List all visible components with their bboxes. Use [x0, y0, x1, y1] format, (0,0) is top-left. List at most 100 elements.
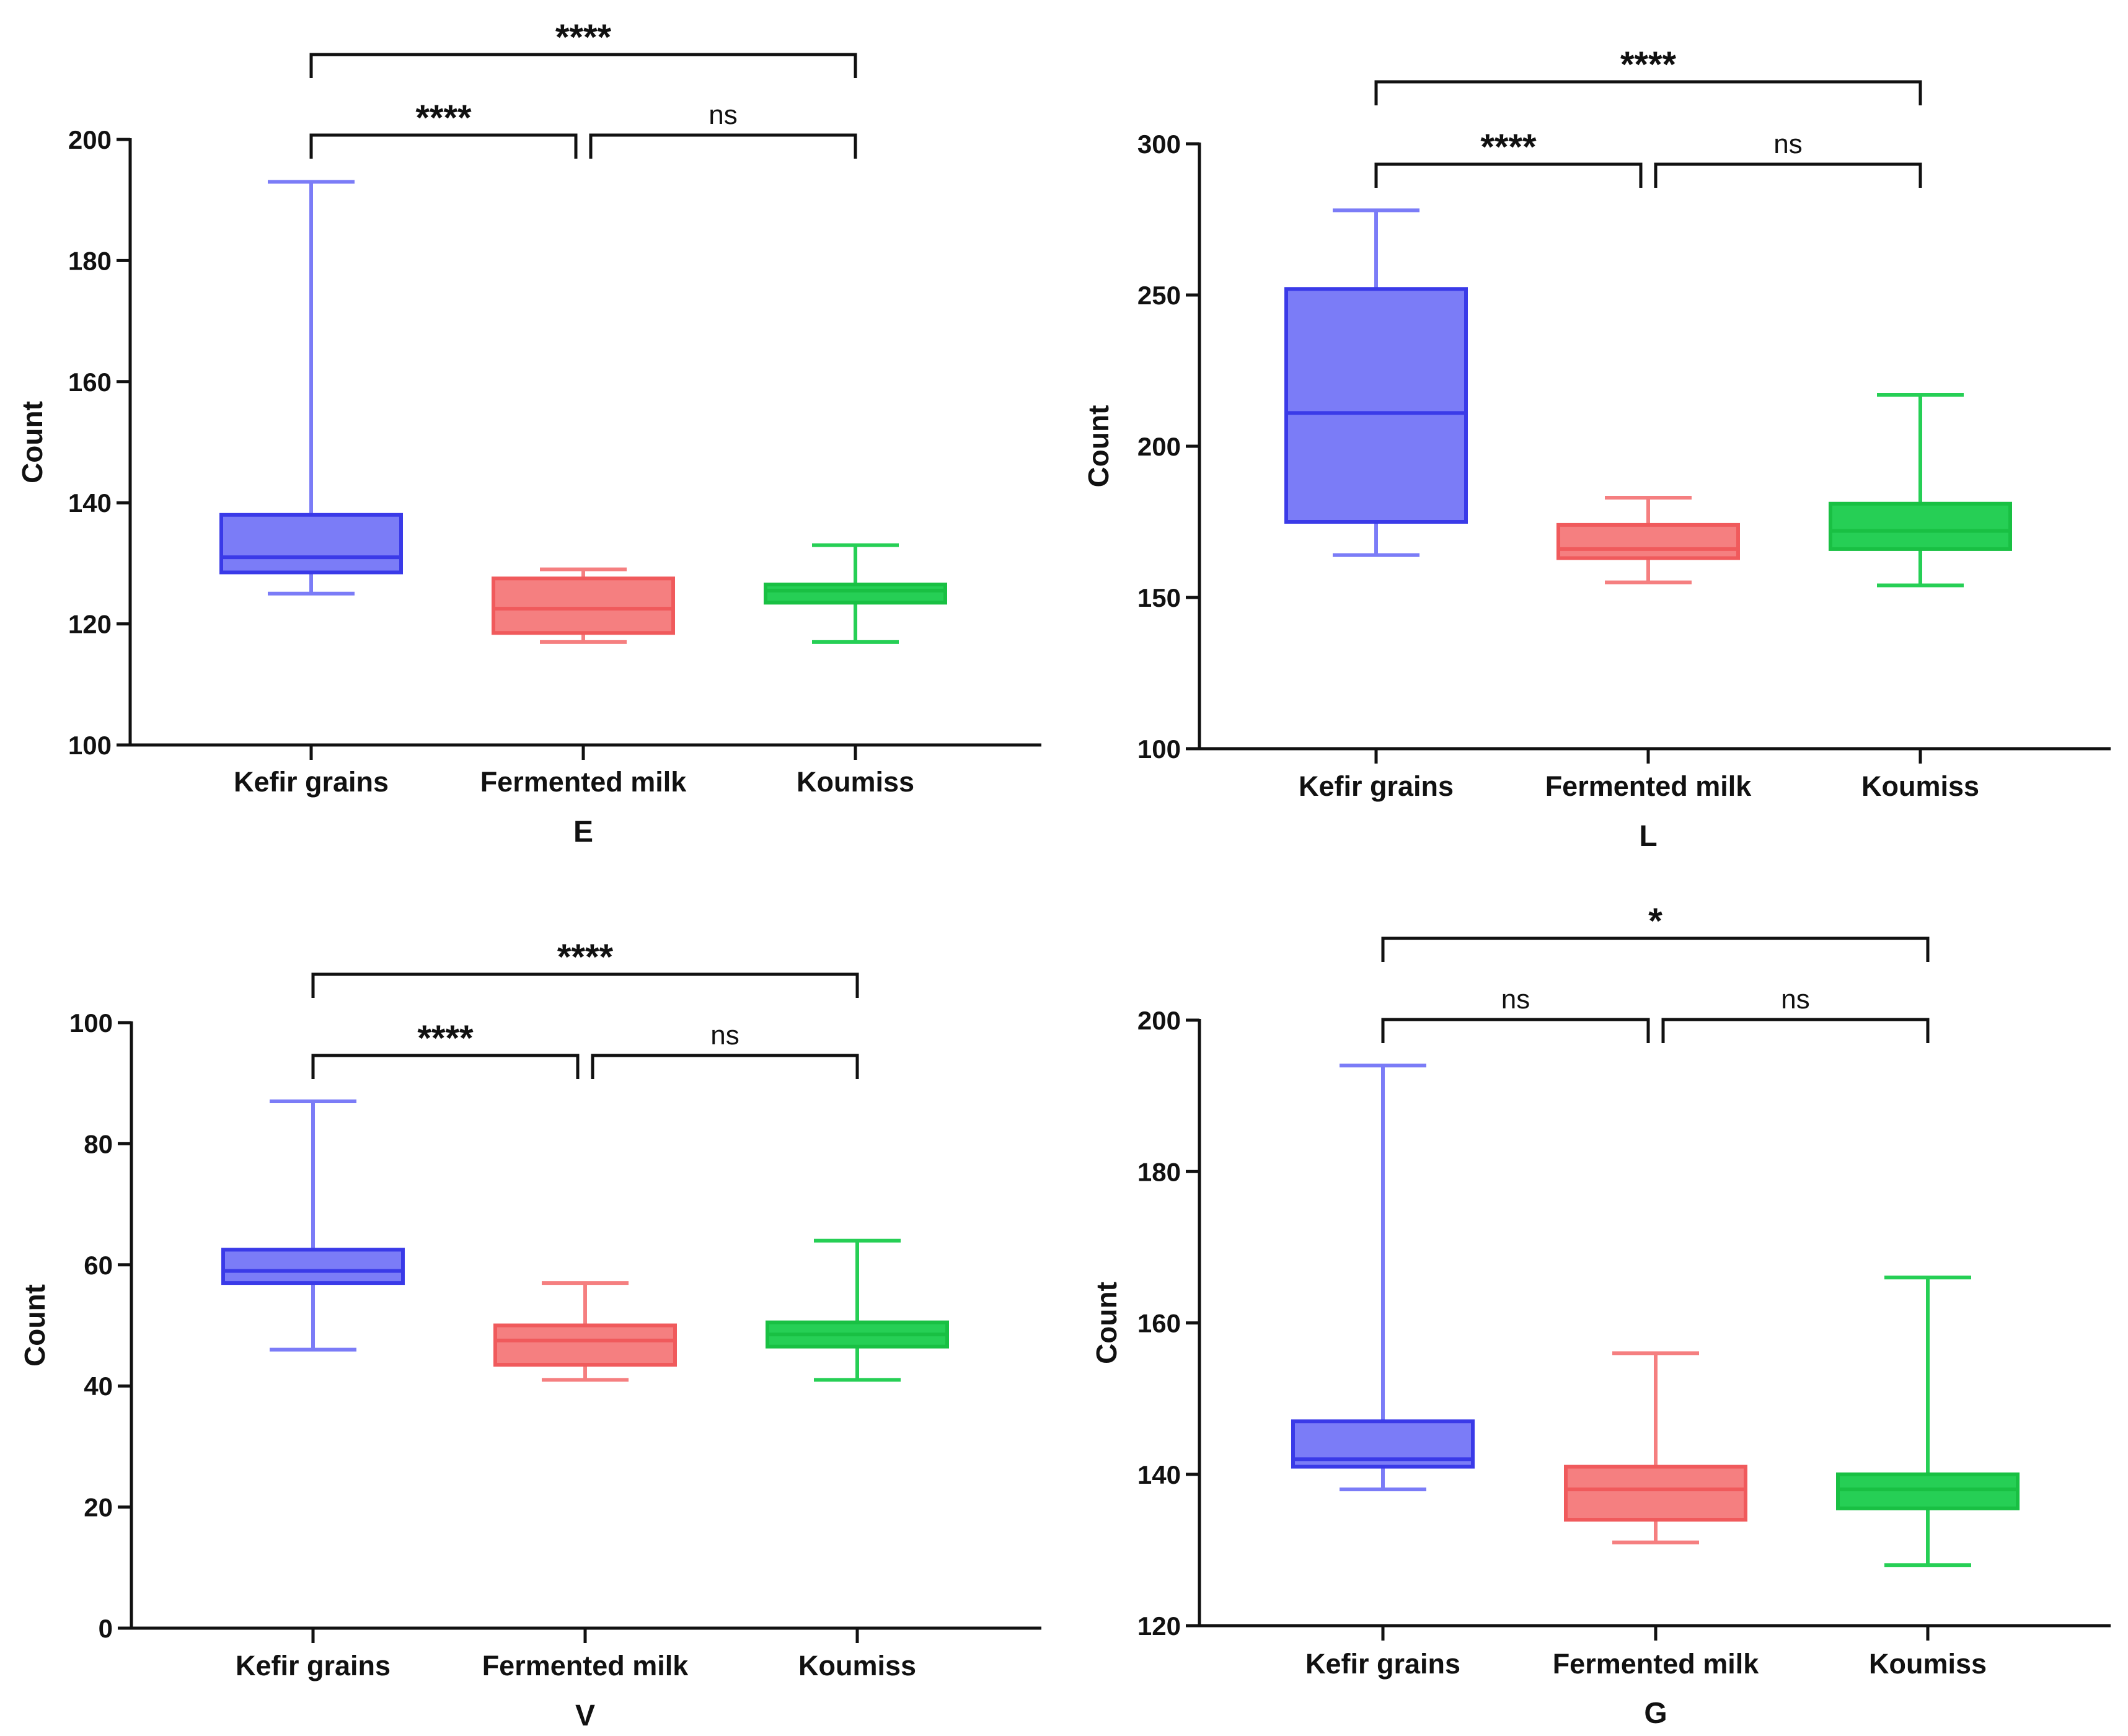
box-kefir: [1291, 1064, 1475, 1492]
iqr-box: [764, 583, 947, 605]
significance-bracket: *: [1381, 901, 1930, 962]
y-tick-label: 40: [84, 1372, 113, 1401]
x-category-label: Kefir grains: [1305, 1648, 1460, 1680]
box-koumiss: [1829, 393, 2012, 588]
y-tick-label: 140: [1137, 1460, 1181, 1489]
bracket-line: [311, 1054, 580, 1079]
y-tick-label: 0: [99, 1614, 113, 1643]
panel-label: E: [573, 816, 593, 848]
iqr-box: [1564, 1465, 1747, 1522]
bracket-line: [589, 133, 857, 159]
significance-label: ****: [557, 937, 614, 977]
significance-label: ns: [1501, 984, 1530, 1015]
y-tick-label: 160: [68, 368, 112, 397]
box-kefir: [1284, 208, 1468, 557]
bracket-line: [1381, 1018, 1650, 1043]
x-category-label: Kefir grains: [234, 766, 389, 798]
significance-label: ****: [555, 17, 612, 58]
significance-label: ****: [1480, 127, 1537, 167]
box-kefir: [221, 1099, 405, 1352]
significance-bracket: ****: [309, 17, 857, 78]
iqr-box: [492, 576, 675, 635]
iqr-box: [1284, 287, 1468, 524]
panel-G: 120 140 160 180 200 Count Kefir grains Fermente…: [1090, 901, 2111, 1730]
y-tick-label: 250: [1137, 281, 1181, 310]
x-category-label: Kefir grains: [236, 1650, 391, 1681]
y-tick-label: 140: [68, 488, 112, 518]
box-fermented: [493, 1281, 677, 1382]
y-axis-title: Count: [19, 1284, 51, 1367]
box-fermented: [492, 567, 675, 644]
y-tick-label: 200: [68, 125, 112, 154]
x-category-label: Fermented milk: [1553, 1648, 1760, 1680]
box-koumiss: [764, 543, 947, 644]
x-category-label: Koumiss: [798, 1650, 916, 1681]
significance-bracket: ****: [309, 98, 578, 159]
x-category-label: Koumiss: [797, 766, 914, 798]
bracket-line: [311, 972, 859, 998]
panel-label: L: [1639, 820, 1657, 853]
significance-bracket: ****: [1374, 45, 1922, 105]
bracket-line: [1381, 936, 1930, 962]
x-category-label: Koumiss: [1869, 1648, 1987, 1680]
significance-bracket: ns: [1661, 984, 1930, 1043]
y-tick-label: 180: [1137, 1157, 1181, 1186]
significance-bracket: ns: [1654, 129, 1922, 188]
significance-bracket: ns: [591, 1020, 859, 1079]
y-tick-label: 80: [84, 1129, 113, 1158]
x-category-label: Fermented milk: [482, 1650, 689, 1681]
y-tick-label: 180: [68, 246, 112, 275]
y-tick-label: 100: [1137, 734, 1181, 764]
x-category-label: Fermented milk: [480, 766, 687, 798]
y-axis-title: Count: [1090, 1282, 1123, 1364]
bracket-line: [309, 53, 857, 78]
box-kefir: [219, 180, 403, 596]
iqr-box: [493, 1323, 677, 1367]
iqr-box: [1556, 522, 1740, 560]
y-tick-label: 60: [84, 1251, 113, 1280]
significance-label: ns: [1773, 129, 1802, 159]
significance-label: ns: [710, 1020, 739, 1051]
y-tick-label: 120: [68, 610, 112, 639]
y-axis-title: Count: [16, 401, 48, 483]
box-fermented: [1556, 495, 1740, 584]
y-tick-label: 100: [68, 731, 112, 760]
y-tick-label: 160: [1137, 1309, 1181, 1338]
y-tick-label: 200: [1137, 1006, 1181, 1035]
x-category-label: Kefir grains: [1299, 770, 1454, 802]
bracket-line: [1374, 162, 1643, 188]
significance-label: ****: [415, 98, 472, 138]
significance-bracket: ns: [589, 100, 857, 159]
y-tick-label: 300: [1137, 130, 1181, 159]
y-axis-title: Count: [1082, 405, 1115, 488]
iqr-box: [221, 1248, 405, 1285]
iqr-box: [1829, 501, 2012, 551]
panel-V: 0 20 40 60 80 100 Count Kefir grains Fermented m…: [19, 937, 1041, 1732]
bracket-line: [591, 1054, 859, 1079]
significance-label: ns: [709, 100, 737, 130]
y-tick-label: 120: [1137, 1611, 1181, 1641]
significance-bracket: ns: [1381, 984, 1650, 1043]
box-koumiss: [1836, 1276, 2020, 1567]
y-tick-label: 150: [1137, 583, 1181, 612]
box-koumiss: [766, 1238, 949, 1382]
y-tick-label: 20: [84, 1493, 113, 1522]
bracket-line: [309, 133, 578, 159]
box-fermented: [1564, 1351, 1747, 1544]
panel-label: V: [575, 1699, 595, 1732]
x-category-label: Fermented milk: [1545, 770, 1752, 802]
x-category-label: Koumiss: [1861, 770, 1979, 802]
y-tick-label: 200: [1137, 432, 1181, 461]
significance-label: ns: [1781, 984, 1809, 1015]
bracket-line: [1661, 1018, 1930, 1043]
significance-bracket: ****: [311, 937, 859, 998]
iqr-box: [219, 513, 403, 575]
bracket-line: [1654, 162, 1922, 188]
significance-bracket: ****: [1374, 127, 1643, 188]
iqr-box: [1836, 1472, 2020, 1510]
significance-label: *: [1648, 901, 1662, 941]
bracket-line: [1374, 80, 1922, 105]
significance-label: ****: [417, 1018, 474, 1059]
significance-label: ****: [1620, 45, 1677, 85]
